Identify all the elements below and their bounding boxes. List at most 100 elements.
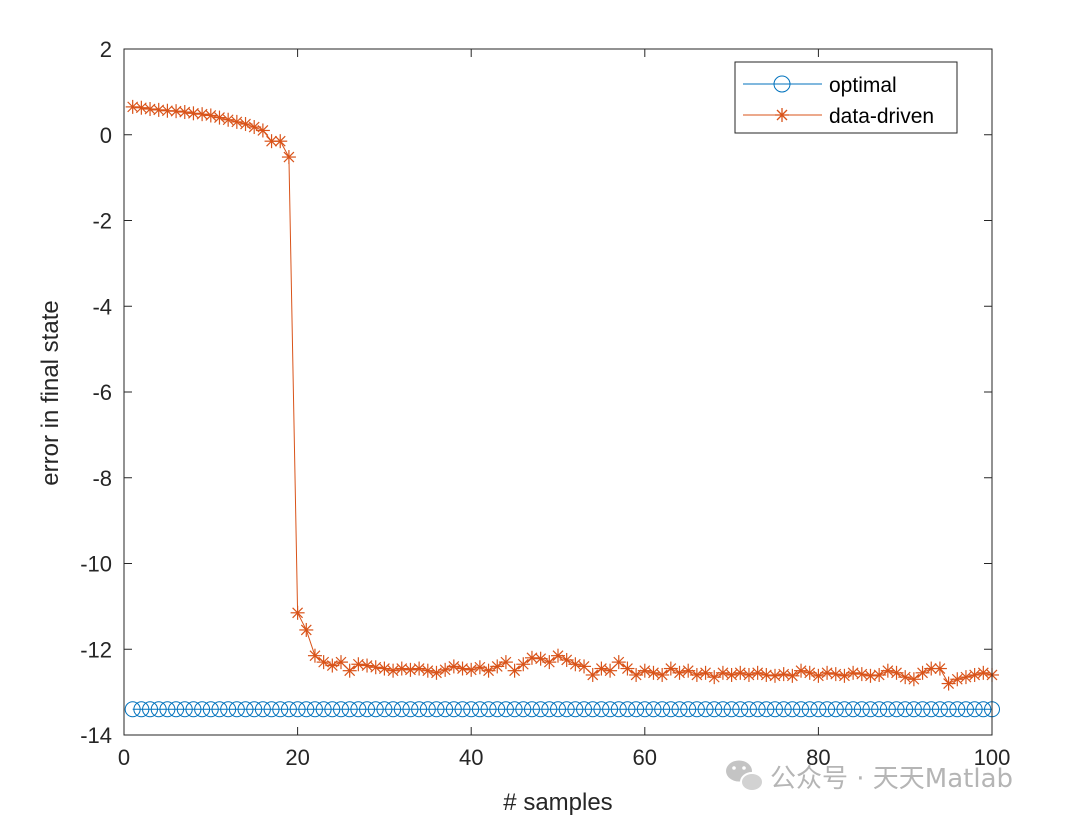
data-point-optimal [350,701,367,718]
data-point-optimal [541,701,558,718]
data-point-data-driven [360,658,375,673]
legend-label-optimal: optimal [829,74,897,97]
data-point-data-driven [759,667,774,682]
data-point-data-driven [663,661,678,676]
data-point-optimal [176,701,193,718]
legend-marker-data-driven [775,108,789,122]
data-point-optimal [393,701,410,718]
data-point-data-driven [464,662,479,677]
data-point-data-driven [620,661,635,676]
y-axis-label: error in final state [37,300,64,485]
data-point-optimal [723,701,740,718]
wechat-icon [726,760,764,792]
y-tick-label: -6 [92,380,112,405]
data-point-optimal [497,701,514,718]
data-point-optimal [819,701,836,718]
data-point-data-driven [689,667,704,682]
data-point-data-driven [594,661,609,676]
data-point-optimal [341,701,358,718]
data-point-data-driven [377,661,392,676]
data-point-data-driven [629,667,644,682]
data-point-optimal [367,701,384,718]
data-point-optimal [645,701,662,718]
data-point-data-driven [299,622,314,637]
data-point-data-driven [611,655,626,670]
data-point-data-driven [221,112,236,127]
data-point-data-driven [568,657,583,672]
data-point-optimal [142,701,159,718]
data-point-data-driven [212,110,227,125]
data-point-data-driven [898,670,913,685]
data-point-data-driven [255,123,270,138]
data-point-data-driven [134,100,149,115]
data-point-optimal [428,701,445,718]
data-point-data-driven [281,150,296,165]
data-point-data-driven [776,667,791,682]
data-point-optimal [758,701,775,718]
y-tick-label: -14 [80,723,112,748]
data-point-optimal [168,701,185,718]
data-point-optimal [150,701,167,718]
data-point-optimal [463,701,480,718]
data-point-data-driven [950,672,965,687]
legend-box [734,61,958,134]
data-point-data-driven [724,667,739,682]
data-point-optimal [211,701,228,718]
data-point-data-driven [889,665,904,680]
data-point-data-driven [264,134,279,149]
y-tick-label: -8 [92,466,112,491]
data-point-data-driven [958,670,973,685]
data-point-optimal [584,701,601,718]
data-point-data-driven [516,657,531,672]
data-point-data-driven [412,661,427,676]
data-point-optimal [914,701,931,718]
data-point-optimal [862,701,879,718]
data-point-optimal [298,701,315,718]
data-point-optimal [445,701,462,718]
data-point-data-driven [924,661,939,676]
data-point-optimal [784,701,801,718]
data-point-optimal [532,701,549,718]
y-tick-label: -10 [80,552,112,577]
y-tick-label: 0 [100,123,112,148]
data-point-optimal [871,701,888,718]
data-point-optimal [567,701,584,718]
data-point-optimal [411,701,428,718]
data-point-data-driven [854,667,869,682]
x-tick-label: 60 [633,745,657,770]
data-point-data-driven [169,104,184,119]
data-point-optimal [333,701,349,718]
data-point-optimal [315,701,332,718]
data-point-data-driven [768,668,782,683]
data-point-optimal [523,701,540,718]
data-point-optimal [385,701,402,718]
data-point-data-driven [646,665,661,680]
data-point-optimal [688,701,705,718]
data-point-data-driven [655,667,670,682]
data-point-optimal [185,701,202,718]
data-point-optimal [124,701,141,718]
data-point-optimal [254,701,271,718]
data-point-optimal [194,701,211,718]
data-point-data-driven [967,667,982,682]
data-point-optimal [133,701,150,718]
data-point-data-driven [524,650,539,665]
data-point-optimal [272,701,289,718]
data-point-optimal [897,701,914,718]
data-point-optimal [246,701,263,718]
data-point-optimal [237,701,254,718]
data-point-optimal [324,701,341,718]
data-point-optimal [879,701,896,718]
data-point-optimal [732,701,749,718]
data-point-data-driven [603,663,618,678]
legend-entry-optimal: optimal [743,74,897,97]
y-tick-label: 2 [100,37,112,62]
data-point-optimal [940,701,957,718]
data-point-optimal [706,701,723,718]
data-point-data-driven [273,134,288,149]
data-point-optimal [280,701,297,718]
watermark-text: 公众号 · 天天Matlab [770,764,1013,794]
